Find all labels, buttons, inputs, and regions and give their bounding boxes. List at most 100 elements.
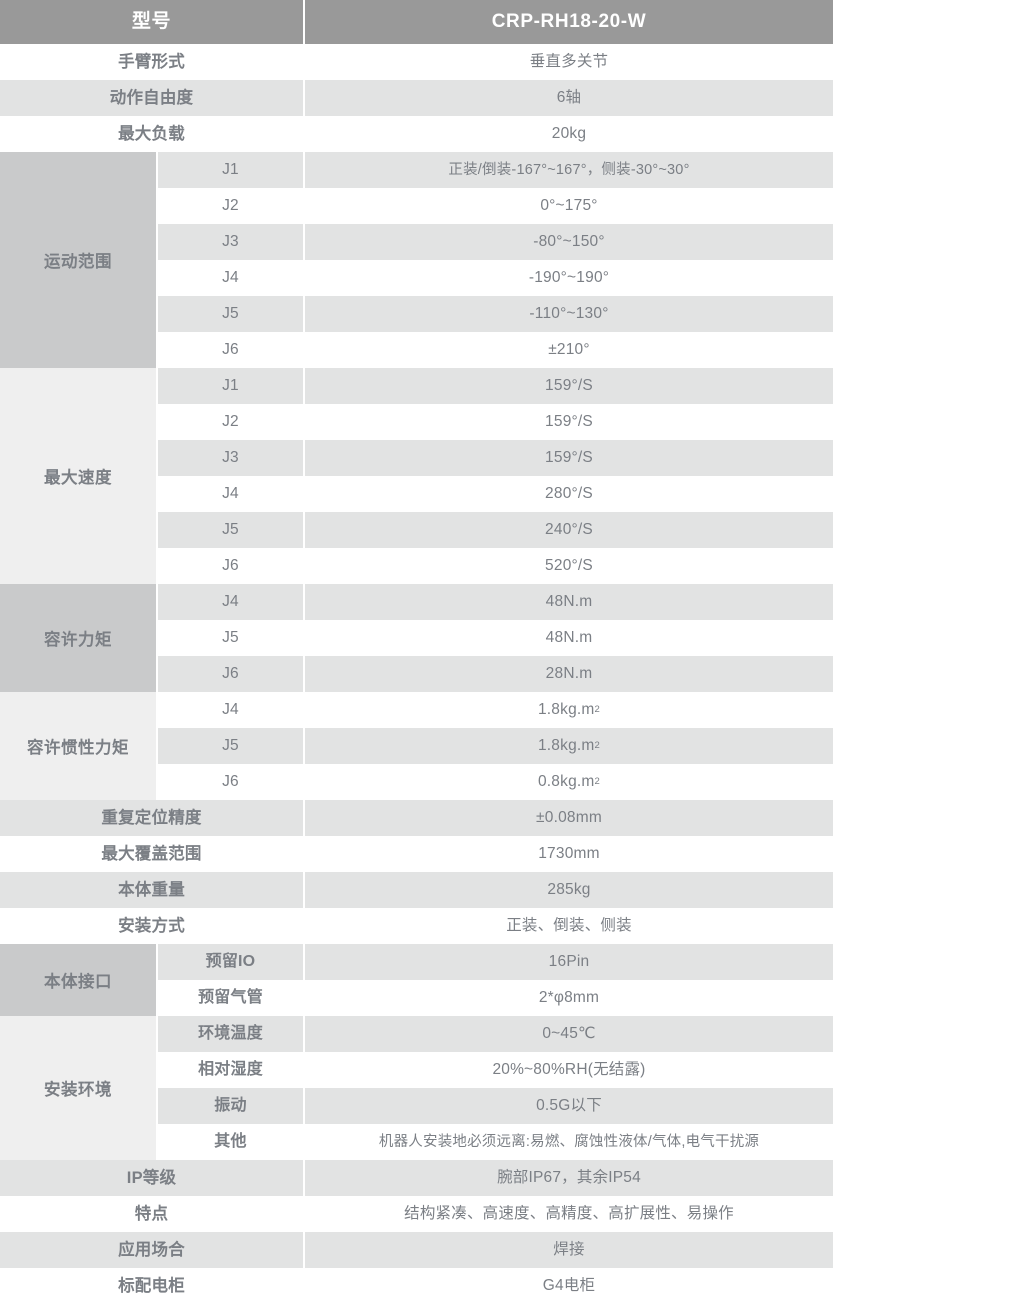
row-value: 垂直多关节: [303, 44, 833, 80]
group-label-body-interface: 本体接口: [0, 944, 156, 1016]
axis-label: J3: [156, 224, 303, 260]
table-row: J4 48N.m: [156, 584, 833, 620]
group-allowable-torque: 容许力矩 J4 48N.m J5 48N.m J6 28N.m: [0, 584, 833, 692]
row-label: 安装方式: [0, 908, 303, 944]
row-value: 6轴: [303, 80, 833, 116]
sub-value: 20%~80%RH(无结露): [303, 1052, 833, 1088]
header-model-cell: CRP-RH18-20-W: [303, 0, 833, 44]
sub-value: 0.5G以下: [303, 1088, 833, 1124]
table-header-row: 型号 CRP-RH18-20-W: [0, 0, 833, 44]
group-motion-range: 运动范围 J1 正装/倒装-167°~167°，侧装-30°~30° J2 0°…: [0, 152, 833, 368]
table-row: J4 -190°~190°: [156, 260, 833, 296]
row-label: IP等级: [0, 1160, 303, 1196]
row-value: 20kg: [303, 116, 833, 152]
table-row: J3 -80°~150°: [156, 224, 833, 260]
group-allowable-inertia: 容许惯性力矩 J4 1.8kg.m 2 J5 1.8kg.m 2 J6 0.8kg.…: [0, 692, 833, 800]
table-row: J1 159°/S: [156, 368, 833, 404]
axis-value: 280°/S: [303, 476, 833, 512]
table-row: 最大覆盖范围 1730mm: [0, 836, 833, 872]
axis-label: J4: [156, 476, 303, 512]
table-row: J6 0.8kg.m 2: [156, 764, 833, 800]
row-label: 特点: [0, 1196, 303, 1232]
sub-value: 机器人安装地必须远离:易燃、腐蚀性液体/气体,电气干扰源: [303, 1124, 833, 1160]
table-row: 相对湿度 20%~80%RH(无结露): [156, 1052, 833, 1088]
axis-label: J1: [156, 152, 303, 188]
group-max-speed: 最大速度 J1 159°/S J2 159°/S J3 159°/S J4 28…: [0, 368, 833, 584]
axis-label: J5: [156, 296, 303, 332]
axis-label: J3: [156, 440, 303, 476]
axis-label: J5: [156, 728, 303, 764]
axis-label: J2: [156, 404, 303, 440]
row-value: 结构紧凑、高速度、高精度、高扩展性、易操作: [303, 1196, 833, 1232]
sub-label: 预留IO: [156, 944, 303, 980]
sub-value: 2*φ8mm: [303, 980, 833, 1016]
axis-label: J2: [156, 188, 303, 224]
table-row: 特点 结构紧凑、高速度、高精度、高扩展性、易操作: [0, 1196, 833, 1232]
table-row: J5 1.8kg.m 2: [156, 728, 833, 764]
table-row: 应用场合 焊接: [0, 1232, 833, 1268]
group-label-motion-range: 运动范围: [0, 152, 156, 368]
table-row: J6 520°/S: [156, 548, 833, 584]
group-label-install-environment: 安装环境: [0, 1016, 156, 1160]
axis-value: 0.8kg.m 2: [303, 764, 833, 800]
row-value: 焊接: [303, 1232, 833, 1268]
table-row: 手臂形式 垂直多关节: [0, 44, 833, 80]
axis-label: J1: [156, 368, 303, 404]
sub-label: 相对湿度: [156, 1052, 303, 1088]
table-row: 动作自由度 6轴: [0, 80, 833, 116]
table-row: J4 1.8kg.m 2: [156, 692, 833, 728]
row-label: 最大覆盖范围: [0, 836, 303, 872]
row-label: 标配电柜: [0, 1268, 303, 1304]
sub-label: 环境温度: [156, 1016, 303, 1052]
row-label: 动作自由度: [0, 80, 303, 116]
axis-value: 正装/倒装-167°~167°，侧装-30°~30°: [303, 152, 833, 188]
row-value: 腕部IP67，其余IP54: [303, 1160, 833, 1196]
axis-label: J4: [156, 692, 303, 728]
table-row: 环境温度 0~45℃: [156, 1016, 833, 1052]
row-value: 1730mm: [303, 836, 833, 872]
axis-value: 48N.m: [303, 620, 833, 656]
axis-value: 1.8kg.m 2: [303, 692, 833, 728]
row-value: 285kg: [303, 872, 833, 908]
row-label: 最大负载: [0, 116, 303, 152]
sub-value: 0~45℃: [303, 1016, 833, 1052]
axis-label: J6: [156, 548, 303, 584]
inertia-value: 1.8kg.m: [537, 737, 595, 755]
table-row: J6 28N.m: [156, 656, 833, 692]
axis-label: J4: [156, 584, 303, 620]
table-row: 振动 0.5G以下: [156, 1088, 833, 1124]
table-row: 最大负载 20kg: [0, 116, 833, 152]
table-row: J5 -110°~130°: [156, 296, 833, 332]
sub-label: 振动: [156, 1088, 303, 1124]
axis-value: 1.8kg.m 2: [303, 728, 833, 764]
sub-label: 其他: [156, 1124, 303, 1160]
axis-label: J6: [156, 656, 303, 692]
table-row: J6 ±210°: [156, 332, 833, 368]
table-row: 安装方式 正装、倒装、侧装: [0, 908, 833, 944]
table-row: 预留IO 16Pin: [156, 944, 833, 980]
table-row: J5 48N.m: [156, 620, 833, 656]
group-body-interface: 本体接口 预留IO 16Pin 预留气管 2*φ8mm: [0, 944, 833, 1016]
table-row: 本体重量 285kg: [0, 872, 833, 908]
table-row: 标配电柜 G4电柜: [0, 1268, 833, 1304]
row-label: 本体重量: [0, 872, 303, 908]
axis-label: J6: [156, 332, 303, 368]
table-row: IP等级 腕部IP67，其余IP54: [0, 1160, 833, 1196]
inertia-value: 1.8kg.m: [537, 701, 595, 719]
row-label: 手臂形式: [0, 44, 303, 80]
sub-label: 预留气管: [156, 980, 303, 1016]
axis-value: 48N.m: [303, 584, 833, 620]
axis-label: J5: [156, 620, 303, 656]
row-value: 正装、倒装、侧装: [303, 908, 833, 944]
table-row: J2 159°/S: [156, 404, 833, 440]
group-label-allowable-torque: 容许力矩: [0, 584, 156, 692]
axis-label: J6: [156, 764, 303, 800]
axis-value: -80°~150°: [303, 224, 833, 260]
group-label-max-speed: 最大速度: [0, 368, 156, 584]
axis-value: 240°/S: [303, 512, 833, 548]
group-install-environment: 安装环境 环境温度 0~45℃ 相对湿度 20%~80%RH(无结露) 振动 0…: [0, 1016, 833, 1160]
axis-label: J5: [156, 512, 303, 548]
table-row: 其他 机器人安装地必须远离:易燃、腐蚀性液体/气体,电气干扰源: [156, 1124, 833, 1160]
row-label: 重复定位精度: [0, 800, 303, 836]
axis-value: 159°/S: [303, 404, 833, 440]
